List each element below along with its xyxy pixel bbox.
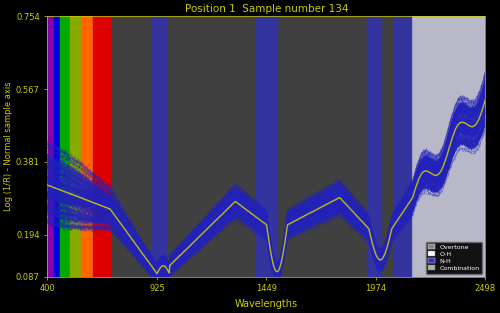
Bar: [81, 16, 94, 277]
Bar: [394, 16, 410, 277]
Bar: [48, 16, 54, 277]
Bar: [54, 16, 60, 277]
Title: Position 1  Sample number 134: Position 1 Sample number 134: [184, 4, 348, 14]
X-axis label: Wavelengths: Wavelengths: [235, 299, 298, 309]
Bar: [410, 16, 486, 277]
Y-axis label: Log (1/R) - Normal sample axis: Log (1/R) - Normal sample axis: [4, 82, 13, 211]
Bar: [152, 16, 166, 277]
Bar: [94, 16, 110, 277]
Bar: [60, 16, 70, 277]
Bar: [70, 16, 81, 277]
Legend: Overtone, O-H, N-H, Combination: Overtone, O-H, N-H, Combination: [426, 242, 482, 274]
Bar: [366, 16, 382, 277]
Bar: [256, 16, 277, 277]
